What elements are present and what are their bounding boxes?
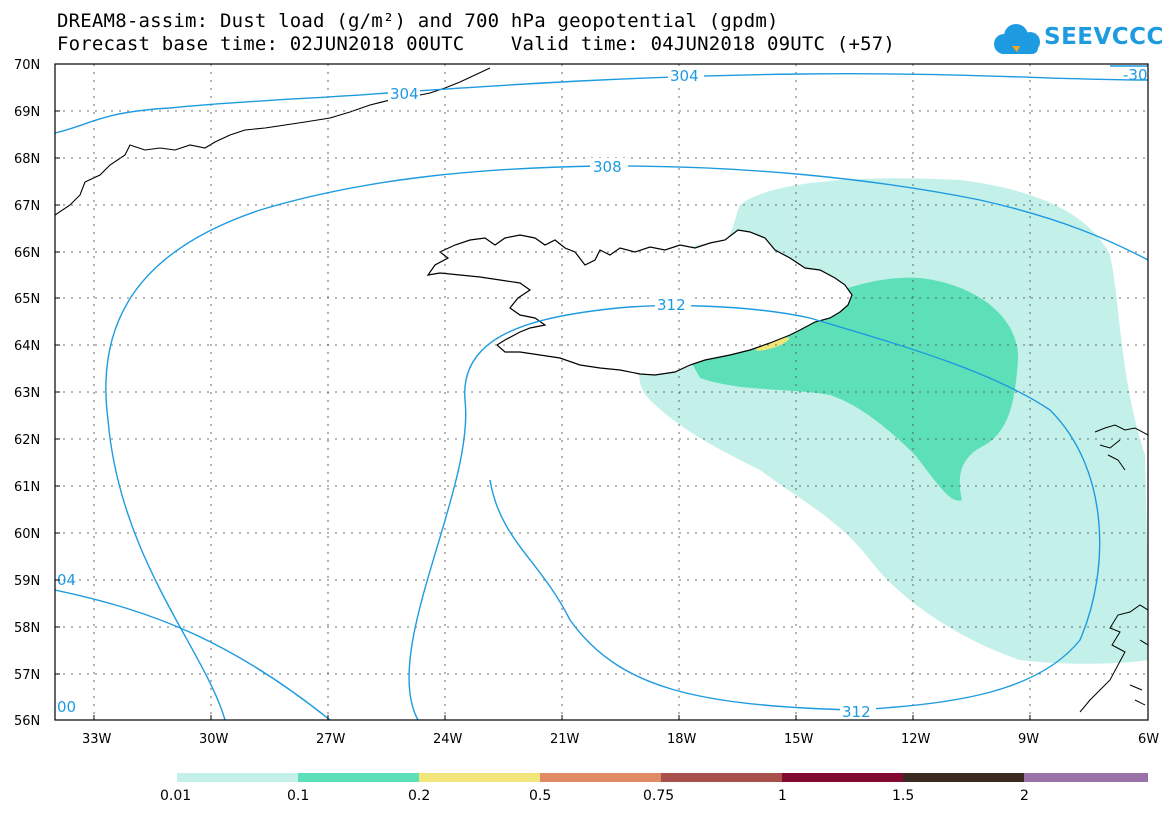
lat-label: 58N (14, 621, 40, 636)
legend-swatch (903, 773, 1024, 782)
legend-swatch (540, 773, 661, 782)
lon-label: 33W (82, 732, 112, 747)
lat-label: 66N (14, 246, 40, 261)
faroe-coastline (1094, 424, 1148, 471)
cloud-icon (994, 24, 1040, 54)
legend-label: 0.75 (643, 788, 674, 804)
tick-marks (55, 63, 1031, 720)
contour-label-312-b: 312 (842, 703, 871, 721)
lon-label: 12W (901, 732, 931, 747)
lon-label: 9W (1018, 732, 1039, 747)
contour-304 (55, 72, 1148, 134)
contour-label-304: 304 (390, 85, 419, 103)
legend-swatch (177, 773, 298, 782)
geopotential-contours (55, 65, 1148, 720)
lon-label: 18W (667, 732, 697, 747)
legend-label: 0.2 (408, 788, 430, 804)
legend-swatch (782, 773, 903, 782)
legend-swatch (419, 773, 540, 782)
latitude-labels: 70N 69N 68N 67N 66N 65N 64N 63N 62N 61N … (14, 58, 40, 729)
legend-swatch (1024, 773, 1148, 782)
contour-label-30: -30 (1123, 66, 1148, 84)
lat-label: 57N (14, 668, 40, 683)
lat-label: 67N (14, 199, 40, 214)
legend-swatch (661, 773, 782, 782)
lat-label: 63N (14, 386, 40, 401)
lat-label: 70N (14, 58, 40, 73)
lon-label: 21W (550, 732, 580, 747)
scotland-coastline (1079, 604, 1148, 713)
lon-label: 27W (316, 732, 346, 747)
legend-swatch (298, 773, 419, 782)
contour-312 (408, 304, 1101, 720)
contour-labels: 304 304 -30 308 312 312 04 00 (57, 66, 1148, 721)
lat-label: 69N (14, 105, 40, 120)
contour-308 (105, 165, 1148, 720)
lon-label: 15W (784, 732, 814, 747)
legend-label: 1 (778, 788, 787, 804)
lat-label: 60N (14, 527, 40, 542)
dust-area-high (755, 337, 790, 351)
lat-label: 68N (14, 152, 40, 167)
legend-label: 0.1 (287, 788, 309, 804)
iceland-coastline (426, 229, 853, 376)
legend-label: 0.5 (529, 788, 551, 804)
contour-label-304-b: 304 (670, 67, 699, 85)
legend-label: 2 (1020, 788, 1029, 804)
lon-label: 6W (1138, 732, 1159, 747)
lon-label: 24W (433, 732, 463, 747)
contour-outer (55, 589, 331, 720)
lat-label: 56N (14, 714, 40, 729)
lat-label: 61N (14, 480, 40, 495)
lat-label: 62N (14, 433, 40, 448)
contour-label-04: 04 (57, 571, 76, 589)
chart-subtitle: Forecast base time: 02JUN2018 00UTC Vali… (57, 33, 896, 55)
grid-lines (55, 64, 1148, 720)
legend-label: 0.01 (160, 788, 191, 804)
contour-label-312: 312 (657, 296, 686, 314)
lat-label: 59N (14, 574, 40, 589)
contour-label-308: 308 (593, 158, 622, 176)
lat-label: 65N (14, 292, 40, 307)
color-legend: 0.01 0.1 0.2 0.5 0.75 1 1.5 2 (160, 773, 1148, 804)
lon-label: 30W (199, 732, 229, 747)
longitude-labels: 33W 30W 27W 24W 21W 18W 15W 12W 9W 6W (82, 732, 1159, 747)
contour-label-00: 00 (57, 698, 76, 716)
chart-title: DREAM8-assim: Dust load (g/m²) and 700 h… (57, 10, 779, 32)
lat-label: 64N (14, 339, 40, 354)
legend-label: 1.5 (892, 788, 914, 804)
logo-text: SEEVCCC (1044, 24, 1164, 50)
